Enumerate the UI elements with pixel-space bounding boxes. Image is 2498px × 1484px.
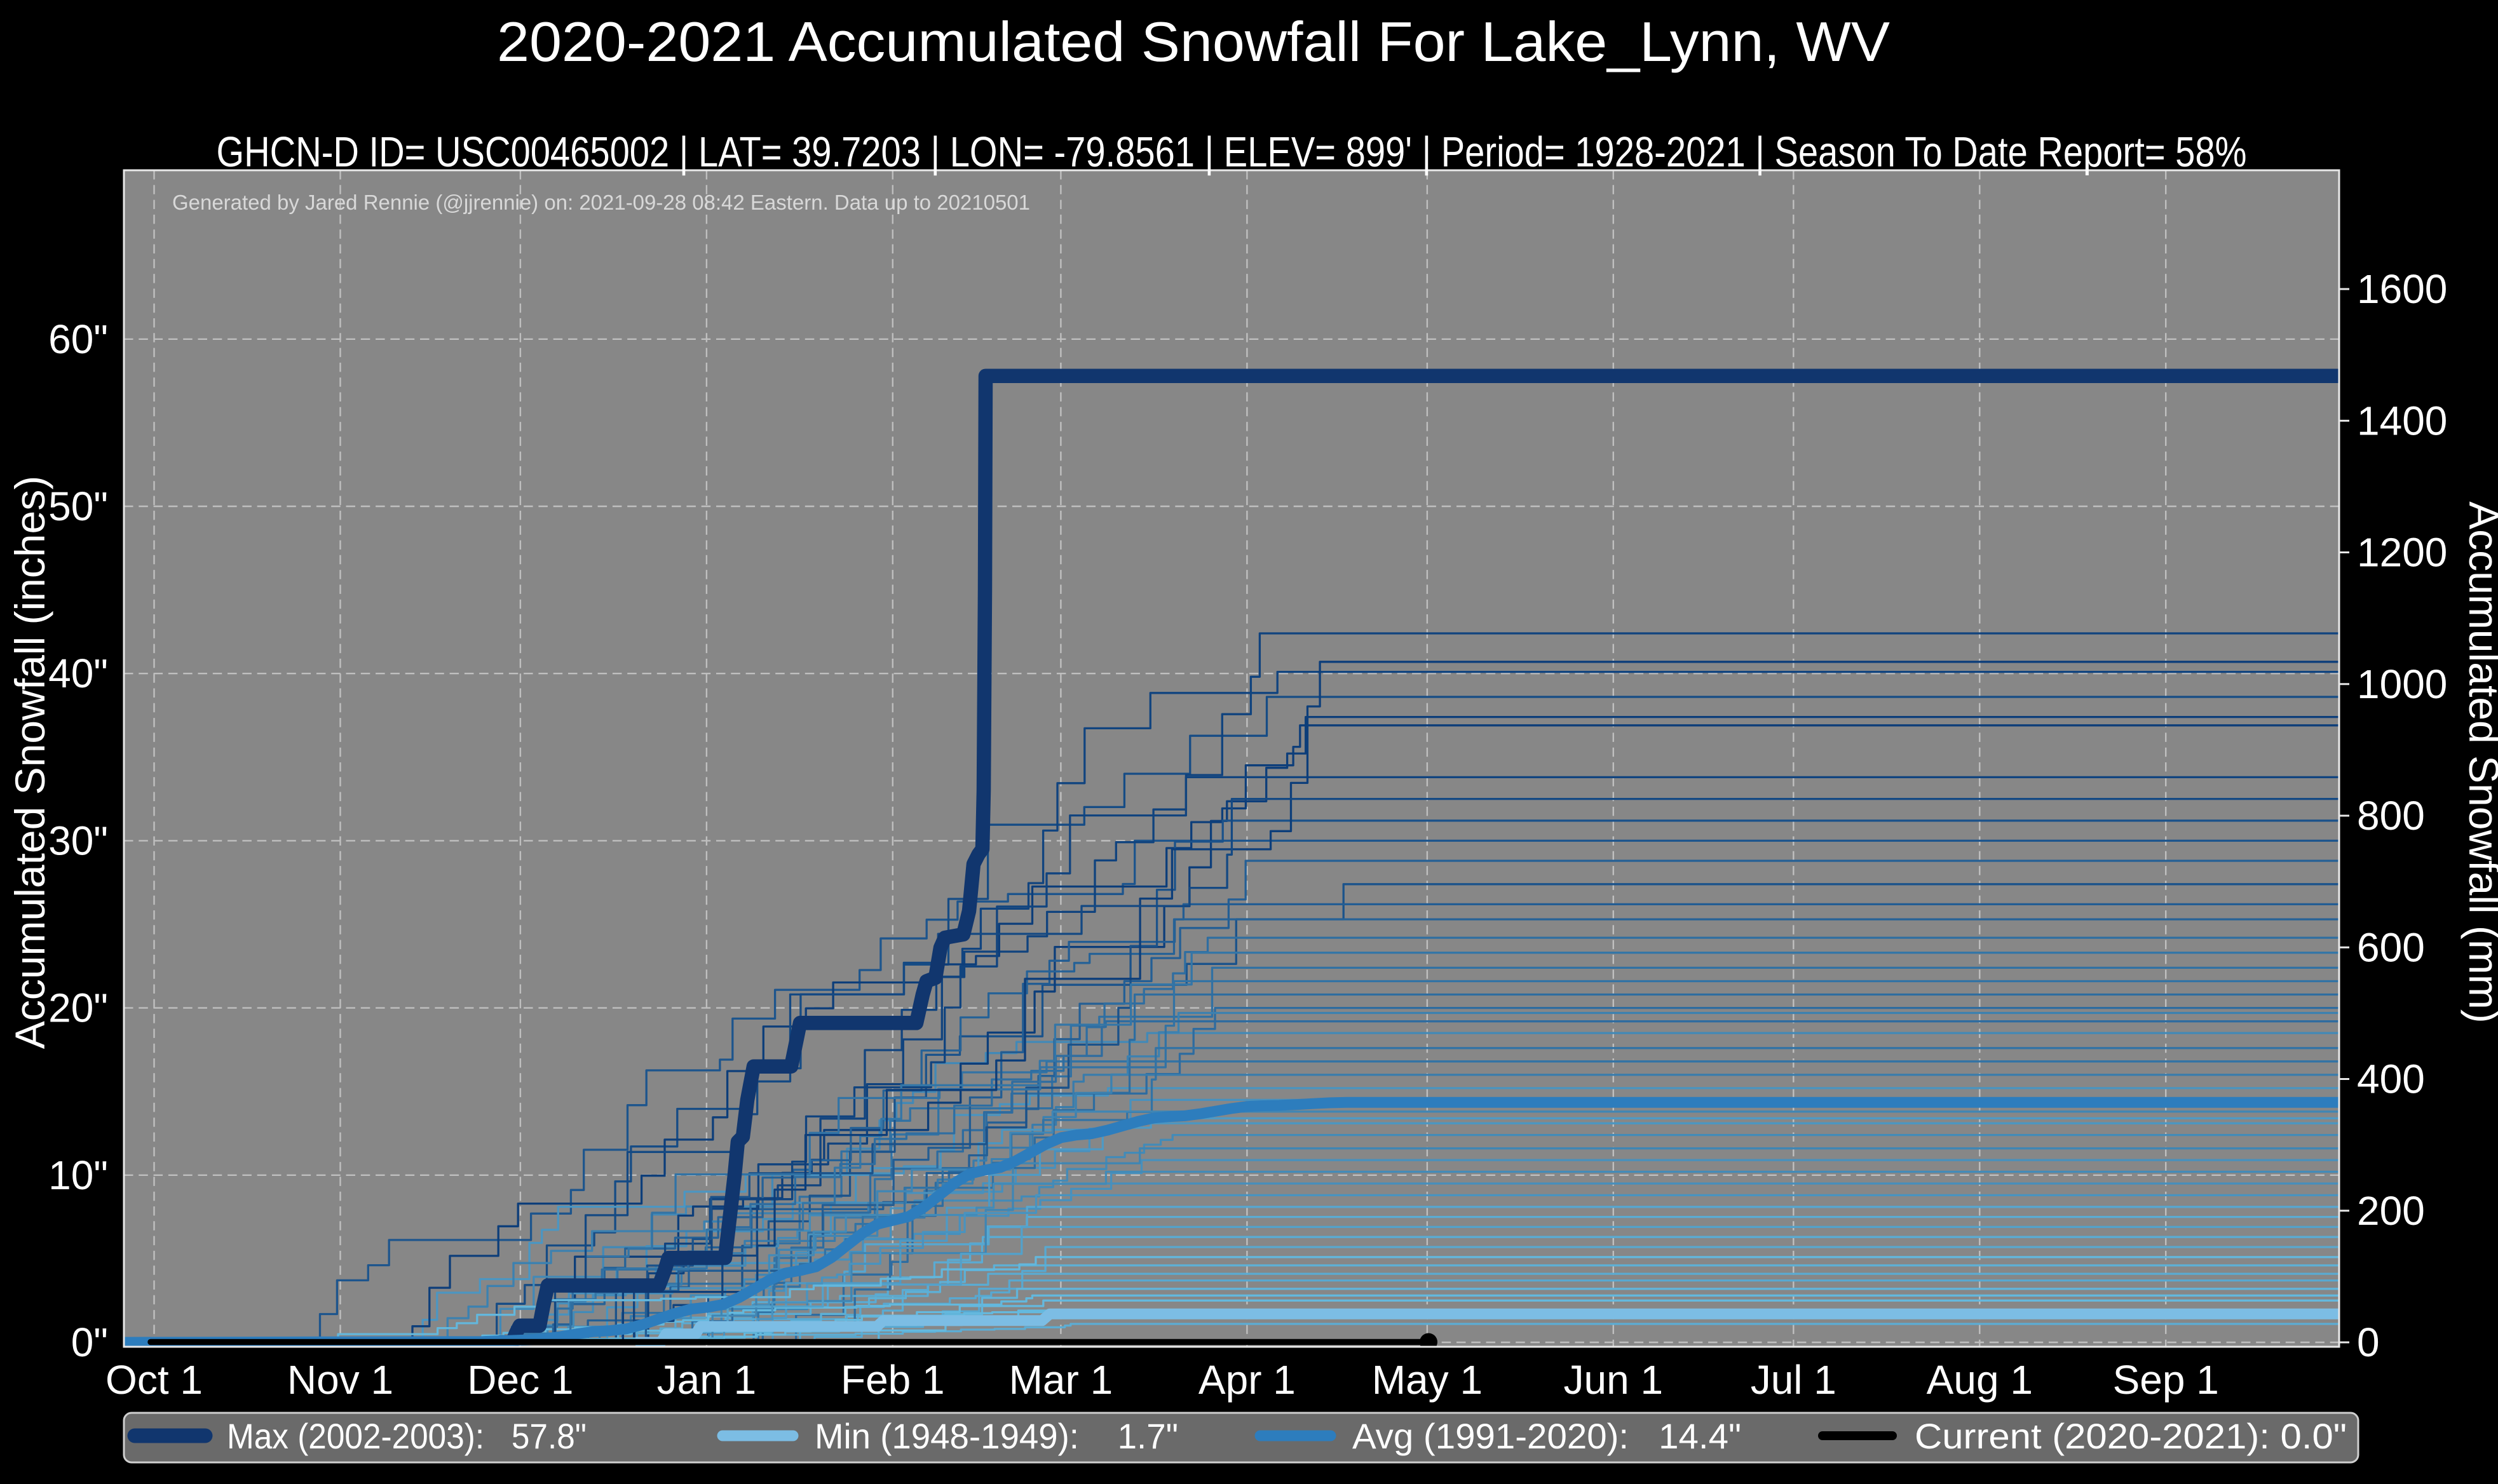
svg-text:Apr 1: Apr 1	[1198, 1357, 1296, 1403]
svg-text:0: 0	[2357, 1319, 2380, 1365]
svg-text:200: 200	[2357, 1188, 2425, 1234]
svg-text:400: 400	[2357, 1056, 2425, 1102]
svg-text:Aug 1: Aug 1	[1927, 1357, 2033, 1403]
svg-text:Min (1948-1949): 1.7": Min (1948-1949): 1.7"	[815, 1416, 1178, 1456]
svg-text:Feb 1: Feb 1	[841, 1357, 945, 1403]
svg-text:10": 10"	[48, 1152, 108, 1198]
svg-text:Jan 1: Jan 1	[657, 1357, 757, 1403]
svg-text:Accumulated Snowfall (mm): Accumulated Snowfall (mm)	[2461, 501, 2498, 1023]
svg-text:Accumulated Snowfall (inches): Accumulated Snowfall (inches)	[6, 476, 53, 1049]
svg-text:0": 0"	[71, 1319, 108, 1365]
svg-text:60": 60"	[48, 316, 108, 362]
svg-text:1200: 1200	[2357, 530, 2447, 576]
svg-text:800: 800	[2357, 793, 2425, 839]
svg-text:GHCN-D ID= USC00465002 | LAT=: GHCN-D ID= USC00465002 | LAT= 39.7203 | …	[217, 128, 2247, 176]
svg-text:Max (2002-2003): 57.8": Max (2002-2003): 57.8"	[227, 1416, 587, 1456]
svg-text:40": 40"	[48, 651, 108, 696]
svg-text:Mar 1: Mar 1	[1009, 1357, 1113, 1403]
svg-text:2020-2021 Accumulated Snowfall: 2020-2021 Accumulated Snowfall For Lake_…	[497, 10, 1890, 73]
svg-text:30": 30"	[48, 818, 108, 863]
svg-text:Oct 1: Oct 1	[105, 1357, 203, 1403]
svg-text:Avg (1991-2020): 14.4": Avg (1991-2020): 14.4"	[1352, 1416, 1741, 1456]
svg-text:Jun 1: Jun 1	[1564, 1357, 1664, 1403]
svg-text:50": 50"	[48, 483, 108, 529]
svg-text:Current (2020-2021): 0.0": Current (2020-2021): 0.0"	[1915, 1416, 2347, 1456]
svg-text:Sep 1: Sep 1	[2113, 1357, 2219, 1403]
svg-text:1000: 1000	[2357, 661, 2447, 707]
svg-text:Jul 1: Jul 1	[1751, 1357, 1836, 1403]
svg-text:20": 20"	[48, 985, 108, 1031]
svg-text:1400: 1400	[2357, 398, 2447, 443]
svg-text:Dec 1: Dec 1	[467, 1357, 573, 1403]
svg-text:May 1: May 1	[1372, 1357, 1483, 1403]
svg-text:Generated by Jared Rennie (@jj: Generated by Jared Rennie (@jjrennie) on…	[172, 191, 1030, 214]
svg-text:1600: 1600	[2357, 266, 2447, 312]
svg-text:Nov 1: Nov 1	[287, 1357, 393, 1403]
svg-text:600: 600	[2357, 924, 2425, 970]
